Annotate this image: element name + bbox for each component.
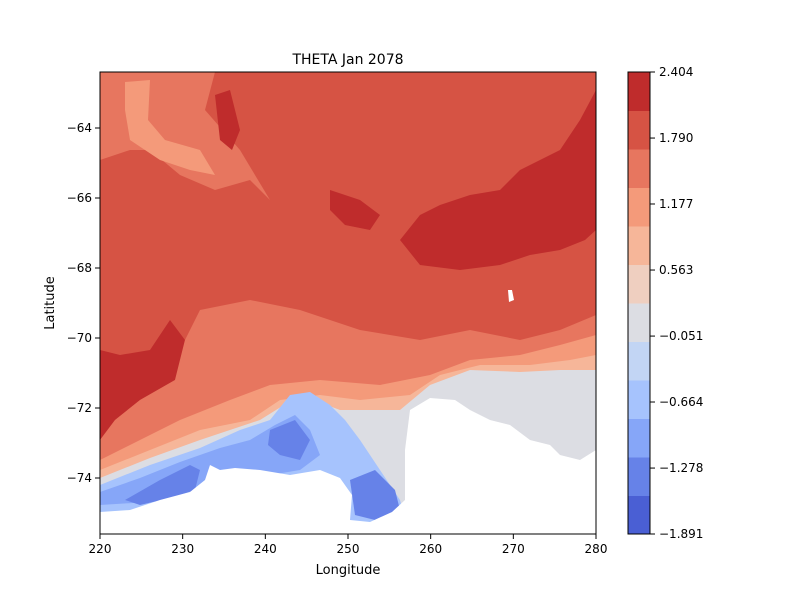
x-tick-label: 240 (254, 542, 277, 556)
x-tick-label: 280 (585, 542, 608, 556)
colorbar-tick-label: −0.051 (659, 329, 703, 343)
x-tick-label: 260 (419, 542, 442, 556)
colorbar-tick-label: −1.278 (659, 461, 703, 475)
colorbar-level (628, 149, 650, 188)
colorbar-level (628, 303, 650, 342)
colorbar-ticks: 2.404 1.790 1.177 0.563 −0.051 −0.664 −1.278 −1… (650, 65, 703, 541)
y-tick-label: −72 (67, 401, 92, 415)
colorbar-frame (627, 71, 651, 535)
colorbar-tick-label: 1.790 (659, 131, 693, 145)
colorbar-tick-label: 2.404 (659, 65, 693, 79)
land-mask-east (405, 398, 596, 534)
field-cold-4 (268, 420, 310, 460)
colorbar-tick-label: 0.563 (659, 263, 693, 277)
plot-area (100, 72, 596, 534)
colorbar-level (628, 380, 650, 419)
colorbar-level (628, 418, 650, 458)
colorbar-level (628, 226, 650, 265)
colorbar-level (628, 110, 650, 150)
field-nw-hot (215, 90, 240, 150)
colorbar-tick-label: −1.891 (659, 527, 703, 541)
y-tick-label: −64 (67, 121, 92, 135)
field-cold-3 (125, 465, 200, 505)
field-w-hot (100, 320, 185, 440)
land-mask-southwest (100, 465, 405, 534)
x-axis-ticks: 220 230 240 250 260 270 280 (89, 534, 608, 556)
chart-title: THETA Jan 2078 (291, 52, 403, 68)
land-mask-island (508, 290, 514, 302)
y-tick-label: −66 (67, 191, 92, 205)
field-ne-hot-2 (330, 190, 380, 230)
x-tick-label: 270 (502, 542, 525, 556)
colorbar-level (628, 264, 650, 304)
field-nw-lighter (125, 80, 215, 175)
colorbar-level (628, 72, 650, 111)
colorbar-level (628, 495, 650, 535)
field-cold-2 (100, 415, 320, 505)
y-axis-label: Latitude (43, 276, 58, 330)
y-tick-label: −68 (67, 261, 92, 275)
field-ne-hot (400, 90, 596, 270)
y-tick-label: −74 (67, 471, 92, 485)
colorbar (628, 72, 650, 535)
x-tick-label: 230 (171, 542, 194, 556)
colorbar-level (628, 341, 650, 381)
colorbar-tick-label: −0.664 (659, 395, 703, 409)
y-axis-ticks: −74 −72 −70 −68 −66 −64 (67, 121, 100, 485)
x-axis-label: Longitude (316, 563, 381, 578)
x-tick-label: 250 (337, 542, 360, 556)
colorbar-level (628, 457, 650, 496)
y-tick-label: −70 (67, 331, 92, 345)
field-cold-5 (350, 470, 400, 520)
colorbar-level (628, 187, 650, 227)
colorbar-tick-label: 1.177 (659, 197, 693, 211)
x-tick-label: 220 (89, 542, 112, 556)
